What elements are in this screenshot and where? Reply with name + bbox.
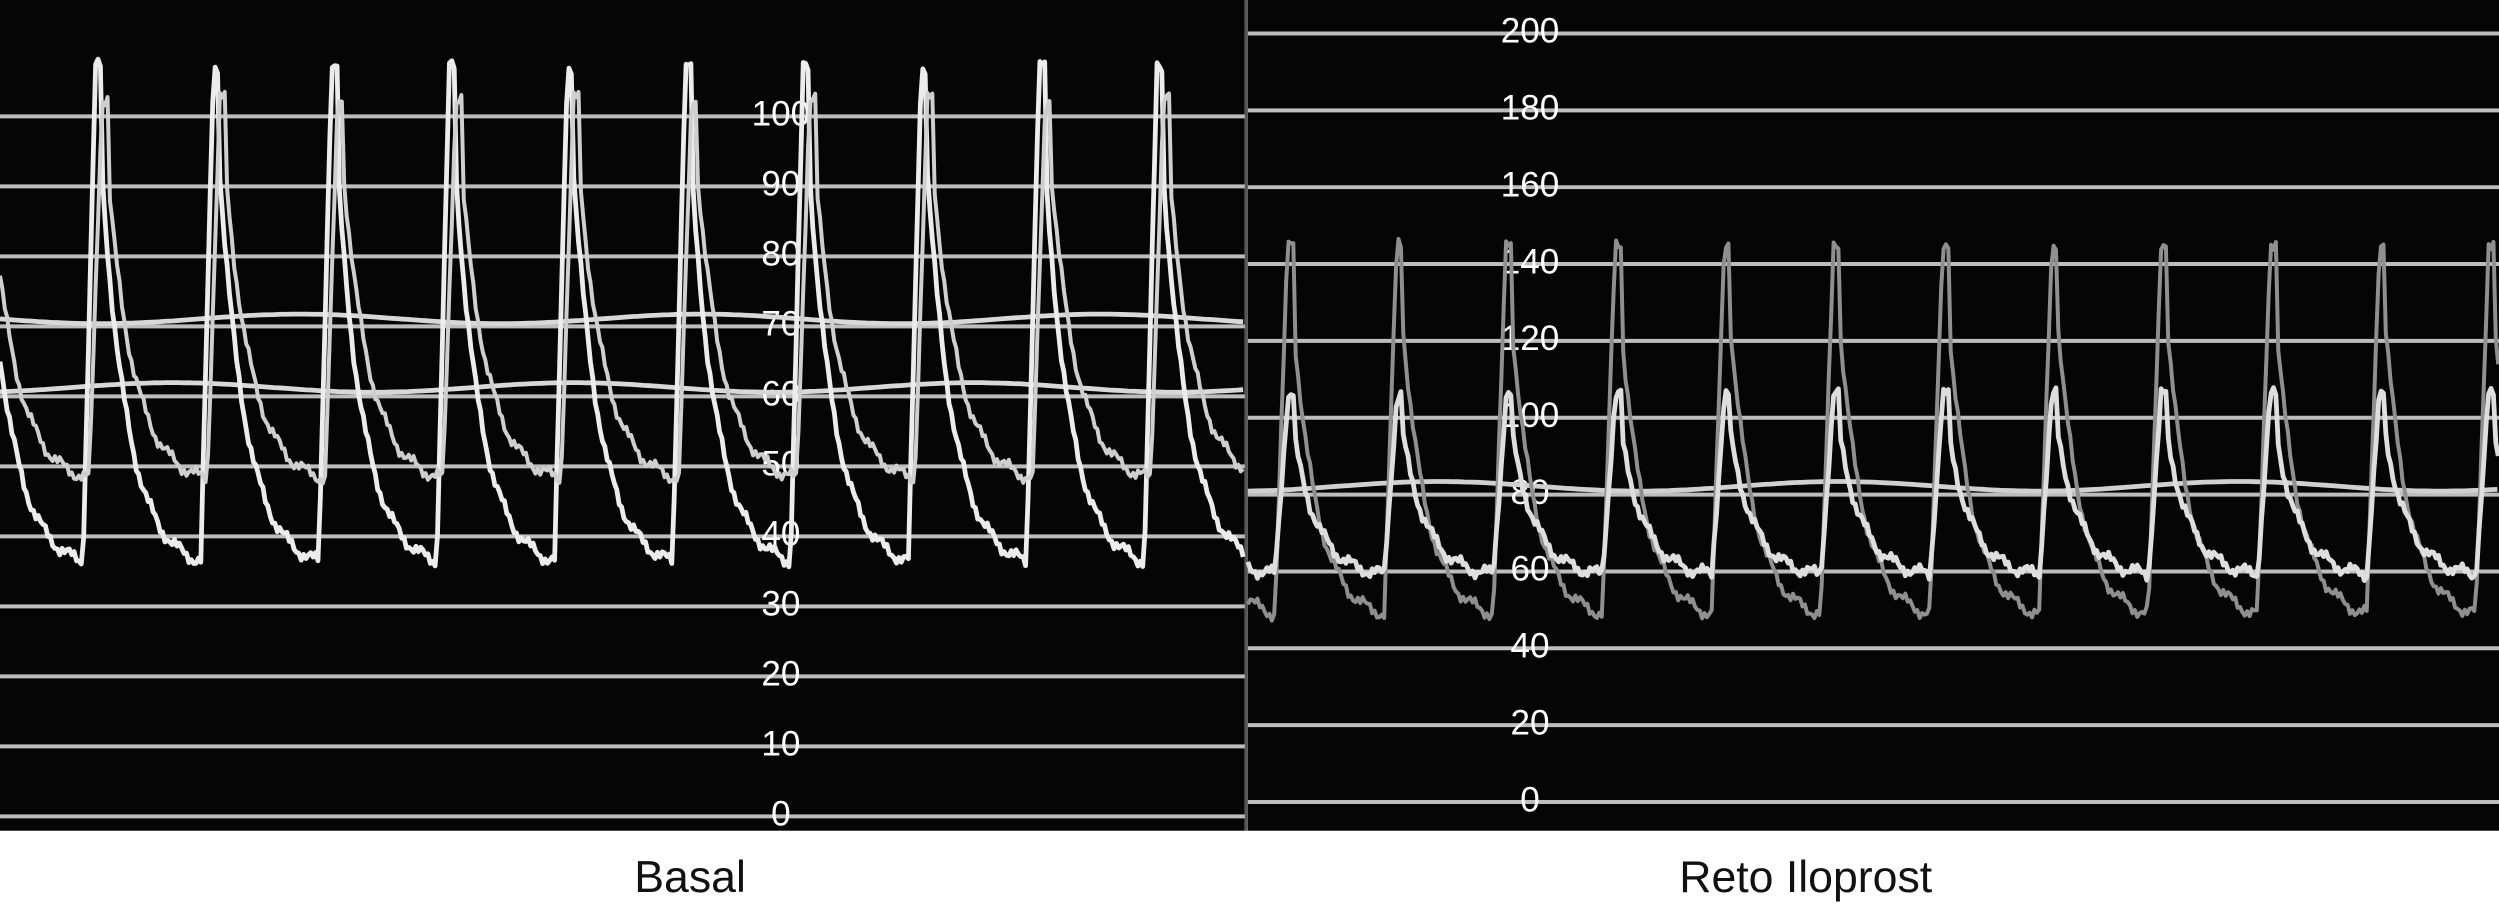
tick-label: 160: [1501, 165, 1560, 204]
tick-label: 120: [1501, 319, 1560, 358]
tick-label: 80: [761, 235, 800, 274]
panel-basal: [0, 0, 1245, 831]
tick-label: 180: [1501, 89, 1560, 128]
panel-caption: Reto Iloprost: [1679, 853, 1933, 902]
panel-iloprost: [1247, 0, 2499, 831]
tick-label: 20: [761, 655, 800, 694]
tick-label: 200: [1501, 12, 1560, 51]
tick-label: 20: [1510, 703, 1549, 742]
panel-caption: Basal: [634, 853, 746, 902]
tick-label: 90: [761, 165, 800, 204]
tick-label: 0: [771, 795, 791, 834]
tick-label: 0: [1520, 780, 1540, 819]
tick-label: 10: [761, 725, 800, 764]
trace: [0, 56, 1246, 570]
tick-label: 30: [761, 585, 800, 624]
trace: [0, 89, 1245, 486]
trace: [1245, 385, 2499, 583]
tick-label: 60: [1510, 550, 1549, 589]
tick-label: 40: [1510, 627, 1549, 666]
trace: [1247, 479, 2498, 494]
